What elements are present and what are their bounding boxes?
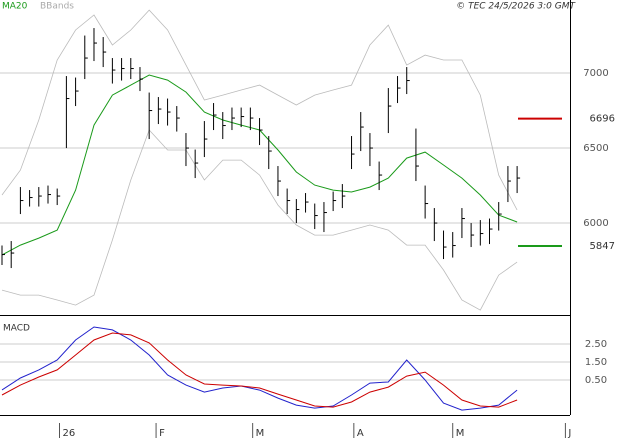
x-tick-label: M — [256, 428, 265, 439]
y-tick-label: 0.50 — [585, 375, 607, 386]
macd-line — [1, 332, 518, 408]
source: © TEC 24/5/2026 3:0 GMT — [456, 2, 576, 12]
y-tick-label: 7000 — [583, 68, 608, 79]
band-line — [1, 129, 518, 311]
y-tick-label: 6000 — [583, 218, 608, 229]
y-tick-label: 2.50 — [585, 339, 607, 350]
legend-bbands: BBands — [40, 2, 74, 12]
y-tick-label: 1.50 — [585, 357, 607, 368]
x-tick-label: M — [456, 428, 465, 439]
macd-line — [1, 326, 518, 411]
legend-ma20: MA20 — [2, 2, 28, 12]
level-label: 6696 — [590, 114, 615, 125]
level-label: 5847 — [590, 241, 615, 252]
x-tick-label: F — [159, 428, 165, 439]
band-line — [1, 9, 518, 211]
macd-title: MACD — [3, 324, 30, 334]
x-tick-label: A — [357, 428, 364, 439]
y-tick-label: 6500 — [583, 143, 608, 154]
x-tick-label: J — [567, 428, 571, 439]
x-tick-label: 26 — [62, 428, 75, 439]
